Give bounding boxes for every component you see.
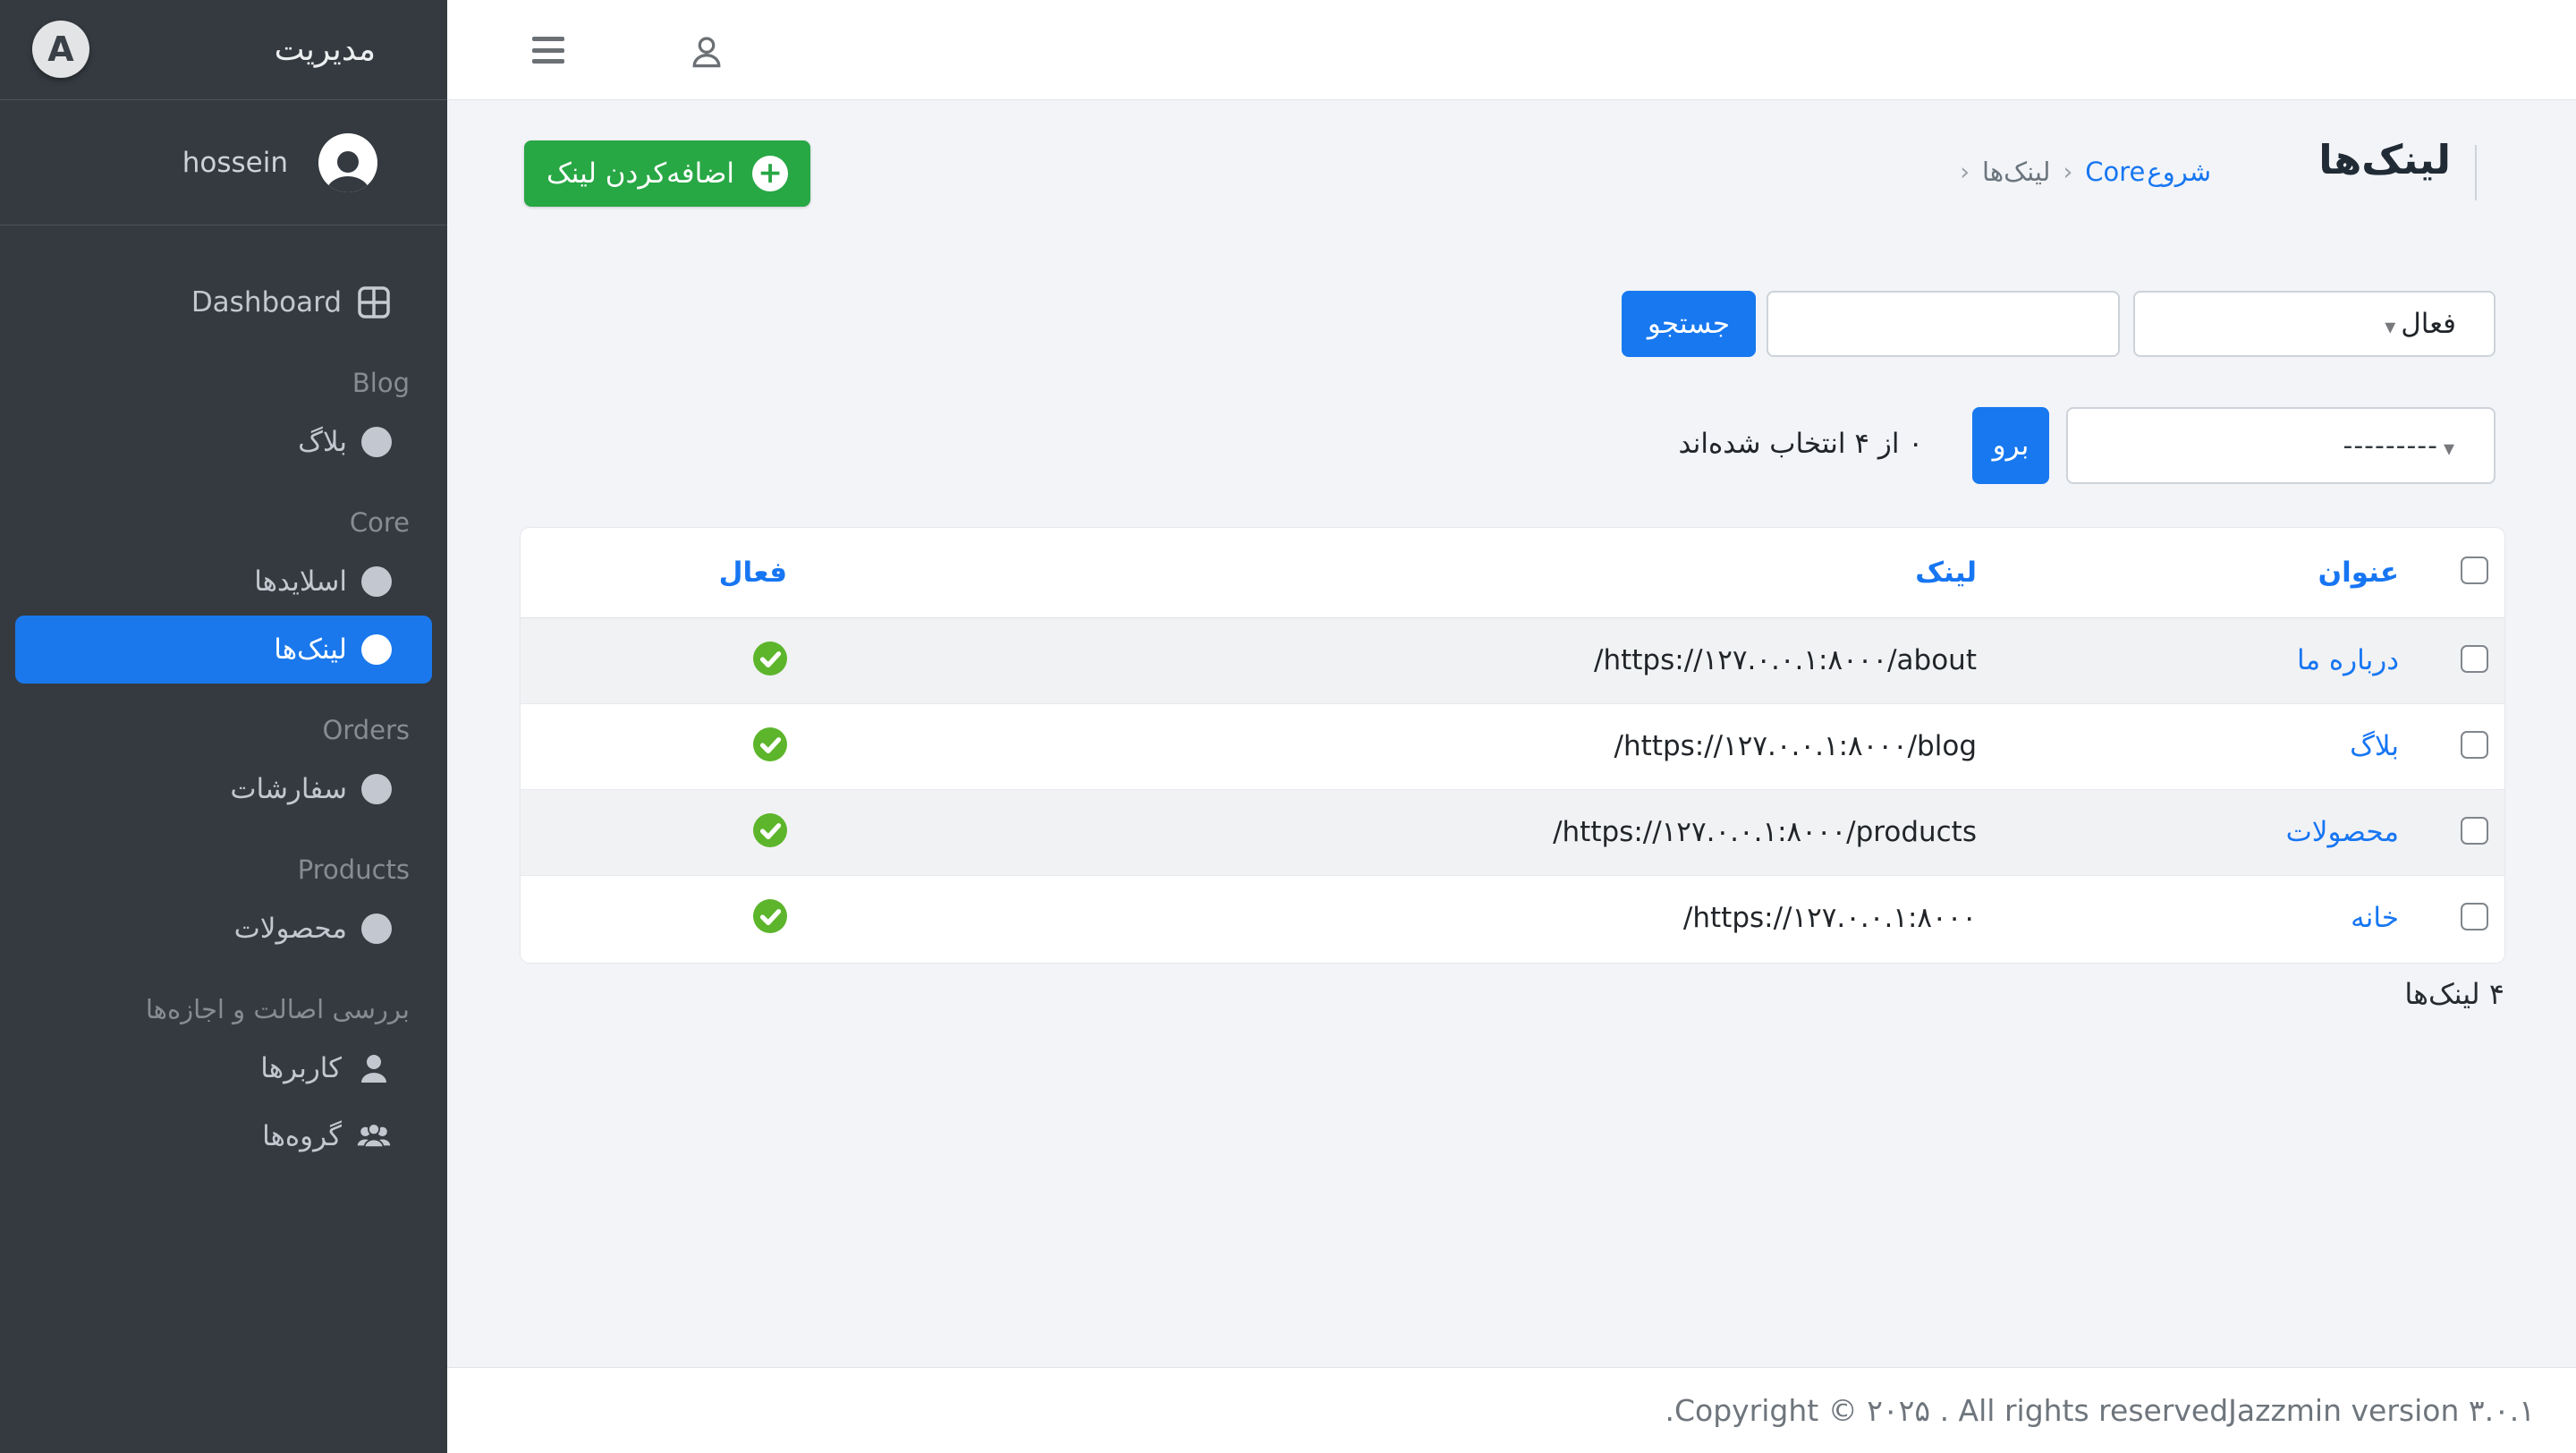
sidebar-section-orders: Orders <box>322 715 410 745</box>
breadcrumb-home-link[interactable]: شروع <box>2147 157 2211 187</box>
check-circle-icon <box>753 813 787 847</box>
check-circle-icon <box>753 642 787 676</box>
sidebar-item-label: کاربرها <box>260 1052 342 1084</box>
table-row: درباره ما https://۱۲۷.۰.۰.۱:۸۰۰۰/about/ <box>521 617 2504 703</box>
search-button[interactable]: جستجو <box>1622 291 1756 357</box>
top-navbar <box>447 0 2576 100</box>
selected-count: ۰ از ۴ انتخاب شده‌اند <box>1678 428 1923 460</box>
plus-circle-icon: + <box>752 156 789 191</box>
circle-icon <box>361 427 392 457</box>
row-url: https://۱۲۷.۰.۰.۱:۸۰۰۰/about/ <box>1594 644 1977 676</box>
row-title-link[interactable]: درباره ما <box>2297 644 2399 676</box>
breadcrumb-home-app: شروع Core <box>2085 157 2211 187</box>
brand-logo-icon: A <box>32 21 89 78</box>
circle-icon <box>361 566 392 597</box>
check-circle-icon <box>753 727 787 761</box>
search-input[interactable] <box>1767 291 2120 357</box>
sidebar-nav: Dashboard Blog بلاگ Core اسلایدها لینک‌ه… <box>0 268 447 1170</box>
caret-down-icon <box>2385 316 2395 337</box>
navbar-user-icon[interactable] <box>687 32 726 75</box>
footer: Copyright © ۲۰۲۵ . All rights reserved. … <box>447 1367 2576 1453</box>
table-row: بلاگ https://۱۲۷.۰.۰.۱:۸۰۰۰/blog/ <box>521 703 2504 789</box>
breadcrumb-separator: ‹ <box>2063 157 2073 186</box>
circle-icon <box>361 634 392 665</box>
sidebar-section-products: Products <box>297 854 410 885</box>
table-header-row: عنوان لینک فعال <box>521 528 2504 617</box>
sidebar-item-dashboard[interactable]: Dashboard <box>0 268 447 336</box>
column-header-active[interactable]: فعال <box>718 556 787 589</box>
action-select-value: --------- <box>2343 429 2438 462</box>
breadcrumb: شروع Core ‹ لینک‌ها ‹ <box>1960 157 2211 187</box>
sidebar-item-label: گروه‌ها <box>262 1120 342 1152</box>
status-filter-select[interactable]: فعال <box>2133 291 2496 357</box>
links-table-card: عنوان لینک فعال درباره ما https://۱۲۷.۰.… <box>521 528 2504 963</box>
search-button-label: جستجو <box>1647 308 1731 340</box>
breadcrumb-current: لینک‌ها <box>1982 157 2051 187</box>
sidebar-item-label: اسلایدها <box>254 565 347 598</box>
sidebar-section-auth: بررسی اصالت و اجازه‌ها <box>145 994 410 1024</box>
links-table: عنوان لینک فعال درباره ما https://۱۲۷.۰.… <box>521 528 2504 961</box>
sidebar-section-core: Core <box>349 507 410 538</box>
add-link-button[interactable]: + اضافه‌کردن لینک <box>524 140 810 207</box>
sidebar-section-blog: Blog <box>352 368 410 398</box>
check-circle-icon <box>753 899 787 934</box>
footer-copyright: Copyright © ۲۰۲۵ . All rights reserved. <box>1665 1393 2229 1428</box>
caret-down-icon <box>2444 438 2454 459</box>
go-button-label: برو <box>1992 429 2029 462</box>
row-checkbox[interactable] <box>2461 644 2488 673</box>
circle-icon <box>361 913 392 944</box>
sidebar-item-groups[interactable]: گروه‌ها <box>0 1102 447 1170</box>
sidebar-item-label: لینک‌ها <box>274 633 347 666</box>
result-count: ۴ لینک‌ها <box>2404 977 2504 1011</box>
action-select[interactable]: --------- <box>2066 407 2496 484</box>
go-button[interactable]: برو <box>1972 407 2049 484</box>
sidebar-item-links-active[interactable]: لینک‌ها <box>15 616 432 684</box>
column-header-title[interactable]: عنوان <box>2318 556 2399 589</box>
page-title: لینک‌ها <box>2318 136 2451 183</box>
user-panel[interactable]: hossein <box>0 100 447 225</box>
breadcrumb-separator: ‹ <box>1960 157 1970 186</box>
table-row: محصولات https://۱۲۷.۰.۰.۱:۸۰۰۰/products/ <box>521 789 2504 875</box>
row-checkbox[interactable] <box>2461 816 2488 845</box>
sidebar: A مدیریت hossein Dashboard Blog بلاگ Cor… <box>0 0 447 1453</box>
footer-version: Jazzmin version ۳.۰.۱ <box>2228 1393 2535 1428</box>
user-name: hossein <box>182 146 288 179</box>
row-url: https://۱۲۷.۰.۰.۱:۸۰۰۰/blog/ <box>1614 730 1977 762</box>
users-group-icon <box>356 1118 392 1154</box>
add-link-button-label: اضافه‌کردن لینک <box>547 157 735 190</box>
sidebar-item-label: سفارشات <box>230 773 347 805</box>
sidebar-item-label: Dashboard <box>191 286 342 319</box>
title-divider <box>2475 145 2477 200</box>
row-checkbox[interactable] <box>2461 902 2488 930</box>
brand-header[interactable]: A مدیریت <box>0 0 447 100</box>
sidebar-item-label: محصولات <box>233 913 347 945</box>
status-filter-value: فعال <box>2401 308 2456 340</box>
row-checkbox[interactable] <box>2461 730 2488 759</box>
sidebar-item-products[interactable]: محصولات <box>0 895 447 963</box>
brand-title: مدیریت <box>274 31 376 68</box>
sidebar-item-users[interactable]: کاربرها <box>0 1034 447 1102</box>
column-header-link[interactable]: لینک <box>1915 556 1977 589</box>
dashboard-grid-icon <box>356 285 392 320</box>
row-title-link[interactable]: محصولات <box>2285 816 2399 848</box>
sidebar-item-label: بلاگ <box>298 426 347 458</box>
user-icon <box>356 1050 392 1086</box>
sidebar-item-orders[interactable]: سفارشات <box>0 755 447 823</box>
user-avatar-icon <box>318 132 377 192</box>
row-title-link[interactable]: بلاگ <box>2350 730 2399 762</box>
content-area: لینک‌ها شروع Core ‹ لینک‌ها ‹ + اضافه‌کر… <box>447 100 2576 1367</box>
sidebar-toggle-icon[interactable] <box>532 34 564 66</box>
row-url: https://۱۲۷.۰.۰.۱:۸۰۰۰/products/ <box>1553 816 1977 848</box>
row-url: https://۱۲۷.۰.۰.۱:۸۰۰۰/ <box>1682 902 1977 935</box>
sidebar-item-slides[interactable]: اسلایدها <box>0 548 447 616</box>
sidebar-item-blog[interactable]: بلاگ <box>0 408 447 476</box>
table-row: خانه https://۱۲۷.۰.۰.۱:۸۰۰۰/ <box>521 875 2504 961</box>
select-all-checkbox[interactable] <box>2461 557 2488 585</box>
circle-icon <box>361 774 392 804</box>
breadcrumb-app-link[interactable]: Core <box>2085 157 2146 187</box>
row-title-link[interactable]: خانه <box>2351 902 2399 935</box>
